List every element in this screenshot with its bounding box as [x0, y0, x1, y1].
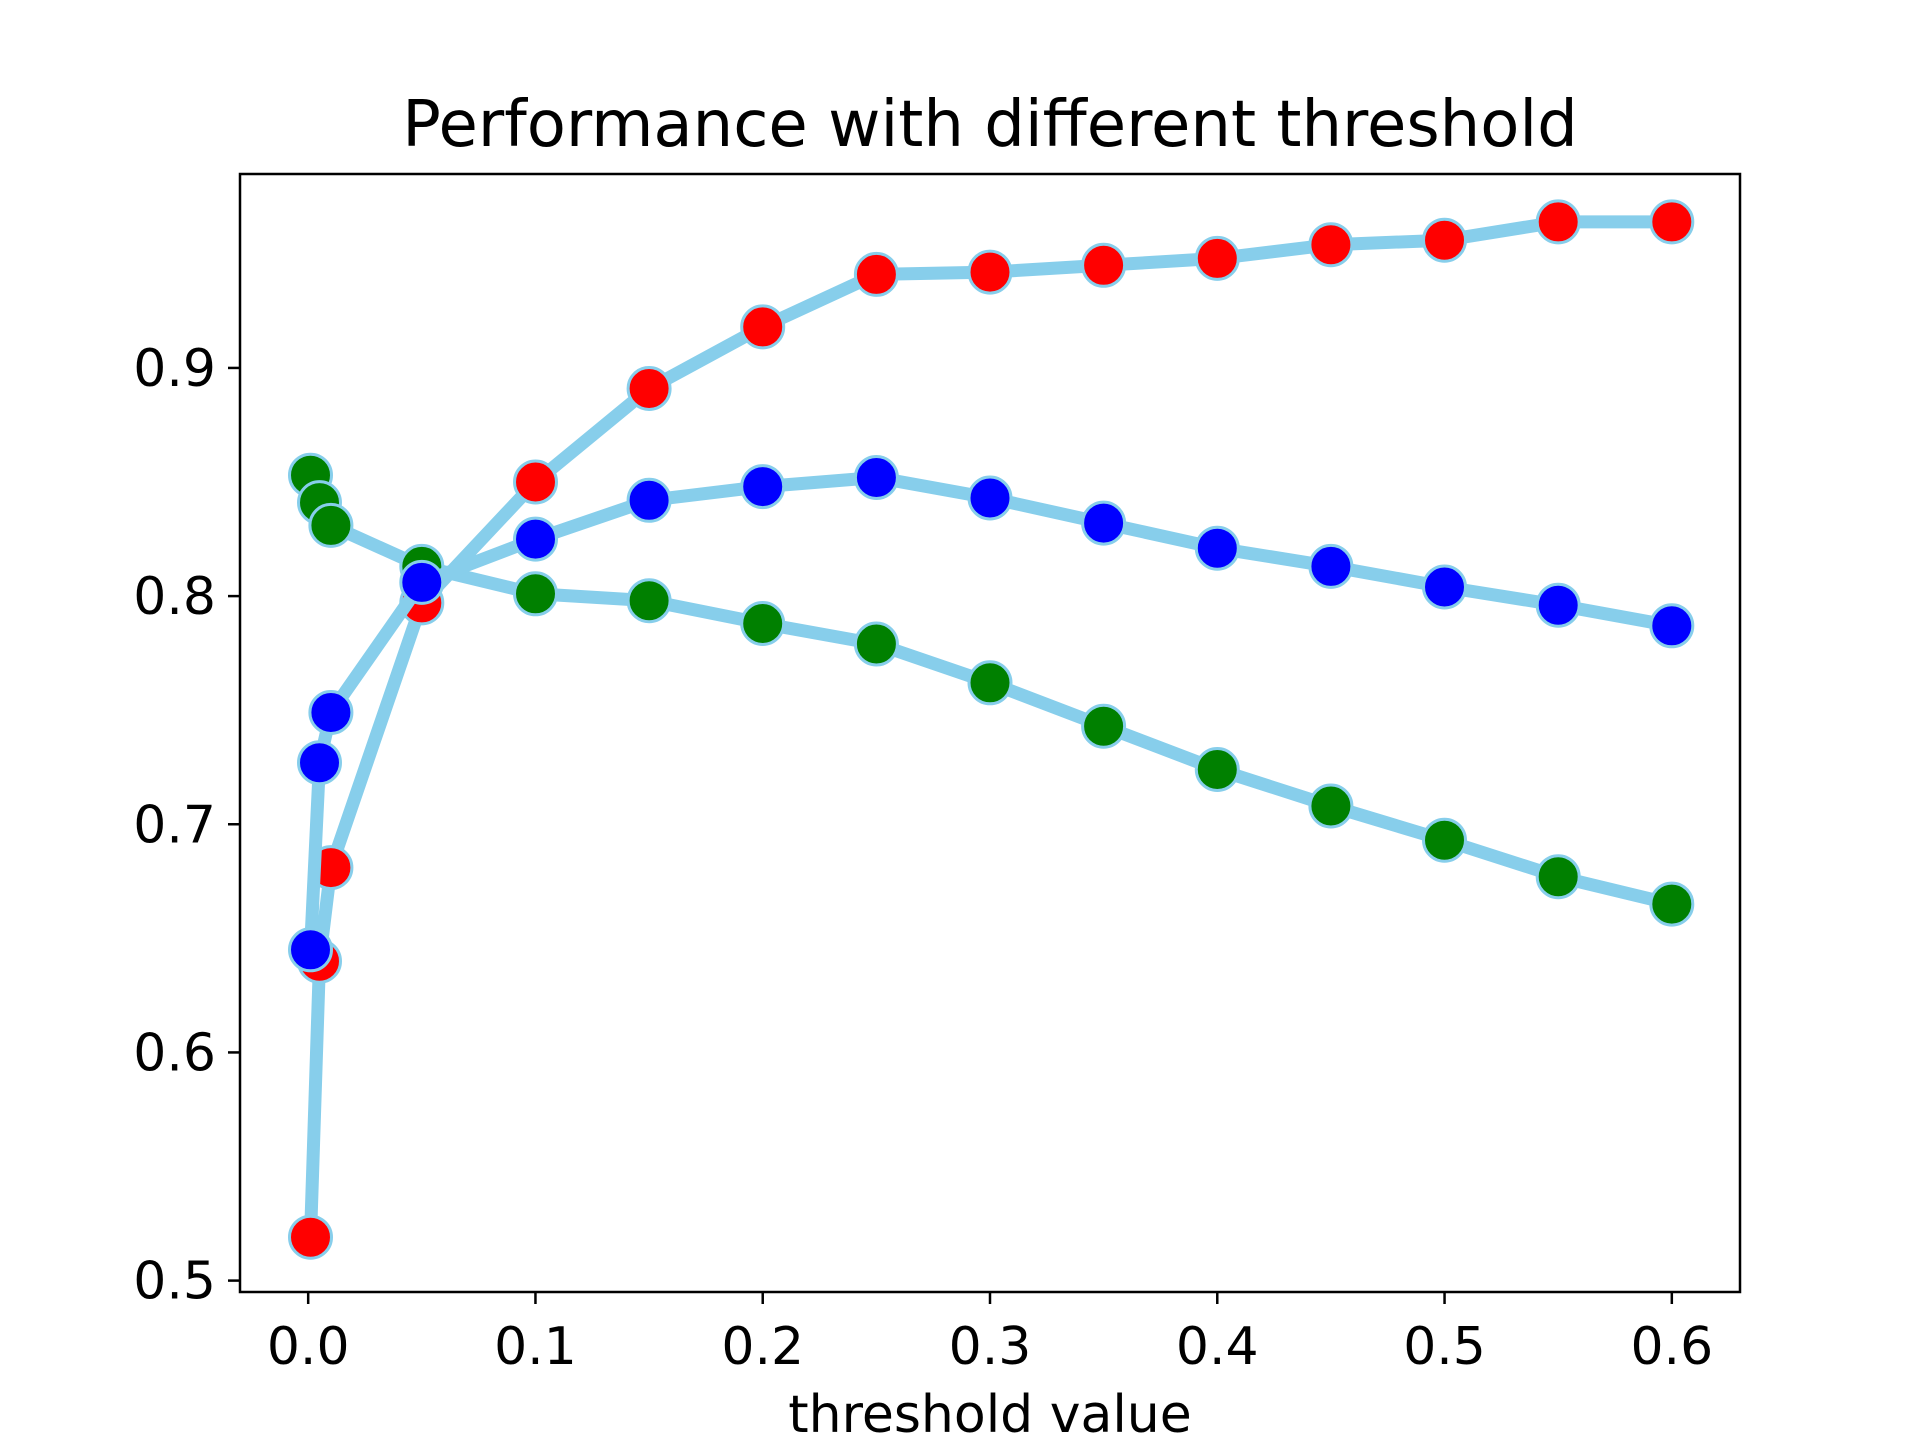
series-3-point: [288, 927, 333, 973]
series-1-point: [853, 251, 899, 297]
x-axis-label: threshold value: [788, 1385, 1191, 1440]
series-1-point: [626, 366, 672, 411]
series-1-point: [1649, 199, 1695, 245]
y-tick-label: 0.5: [133, 1252, 216, 1312]
series-3-point: [513, 516, 558, 562]
series-2-point: [1081, 703, 1127, 749]
series-layer: [288, 199, 1695, 1260]
series-1-point: [1194, 235, 1240, 281]
series-2-point: [1422, 817, 1467, 863]
series-3-point: [297, 740, 342, 786]
series-3-point: [1649, 603, 1695, 649]
series-3-point: [399, 559, 445, 605]
series-1-point: [1422, 217, 1467, 263]
x-tick-label: 0.1: [494, 1317, 577, 1377]
series-3: [288, 455, 1695, 973]
series-1-point: [740, 304, 786, 350]
series-3-point: [626, 477, 672, 523]
chart-title: Performance with different threshold: [402, 88, 1578, 162]
x-tick-label: 0.5: [1403, 1317, 1486, 1377]
series-1-point: [288, 1214, 333, 1260]
series-2-point: [308, 502, 354, 548]
y-tick-label: 0.6: [133, 1023, 216, 1083]
series-2-point: [1194, 747, 1240, 792]
series-1-point: [1081, 242, 1127, 288]
series-2-point: [626, 578, 672, 624]
series-2-point: [853, 621, 899, 667]
y-tick-label: 0.9: [133, 339, 216, 399]
series-3-point: [1535, 582, 1581, 628]
series-3-point: [740, 464, 786, 510]
series-3-point: [1422, 564, 1467, 610]
series-3-point: [308, 690, 354, 735]
x-tick-label: 0.3: [949, 1317, 1032, 1377]
series-1-point: [1308, 222, 1354, 268]
series-2-point: [1535, 854, 1581, 900]
y-axis: 0.5 0.6 0.7 0.8 0.9: [133, 339, 240, 1312]
series-2-point: [1649, 881, 1695, 927]
series-2-point: [513, 571, 558, 617]
series-1-point: [1535, 199, 1581, 245]
series-3-point: [1308, 543, 1354, 589]
x-tick-label: 0.6: [1630, 1317, 1713, 1377]
series-2-point: [740, 601, 786, 646]
series-1-point: [513, 459, 558, 505]
series-3-point: [1081, 500, 1127, 546]
x-tick-label: 0.4: [1176, 1317, 1259, 1377]
x-axis: 0.0 0.1 0.2 0.3 0.4 0.5 0.6: [267, 1292, 1713, 1377]
series-3-point: [853, 455, 899, 500]
series-3-point: [1194, 525, 1240, 571]
y-tick-label: 0.7: [133, 795, 216, 855]
series-3-point: [967, 475, 1013, 521]
series-2-point: [1308, 783, 1354, 829]
x-tick-label: 0.0: [267, 1317, 350, 1377]
x-tick-label: 0.2: [721, 1317, 804, 1377]
y-tick-label: 0.8: [133, 567, 216, 627]
series-2-point: [967, 660, 1013, 706]
series-1-point: [967, 249, 1013, 295]
